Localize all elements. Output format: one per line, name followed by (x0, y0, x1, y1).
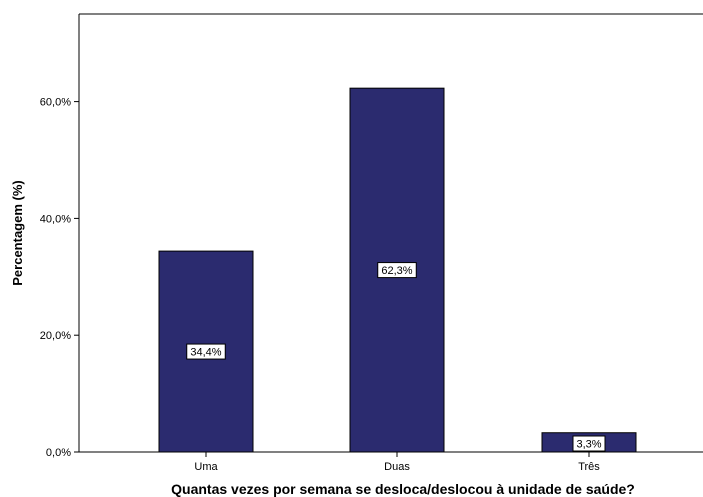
data-label-box (186, 343, 226, 360)
y-axis-title: Percentagem (%) (10, 180, 25, 285)
data-label-text: 3,3% (576, 439, 601, 451)
x-tick-label: Uma (194, 461, 218, 473)
y-tick-label: 20,0% (40, 330, 71, 342)
x-tick-label: Duas (384, 461, 410, 473)
data-label-box (572, 435, 606, 452)
data-label-duas: 62,3% (377, 262, 417, 279)
data-label-text: 34,4% (190, 347, 221, 359)
data-label-box (377, 262, 417, 279)
data-label-text: 62,3% (381, 265, 412, 277)
y-tick-label: 40,0% (40, 213, 71, 225)
y-tick-label: 0,0% (46, 447, 71, 459)
x-axis-title: Quantas vezes por semana se desloca/desl… (171, 481, 635, 497)
data-label-uma: 34,4% (186, 343, 226, 360)
data-label-três: 3,3% (572, 435, 606, 452)
y-tick-label: 60,0% (40, 97, 71, 109)
x-tick-label: Três (578, 461, 600, 473)
